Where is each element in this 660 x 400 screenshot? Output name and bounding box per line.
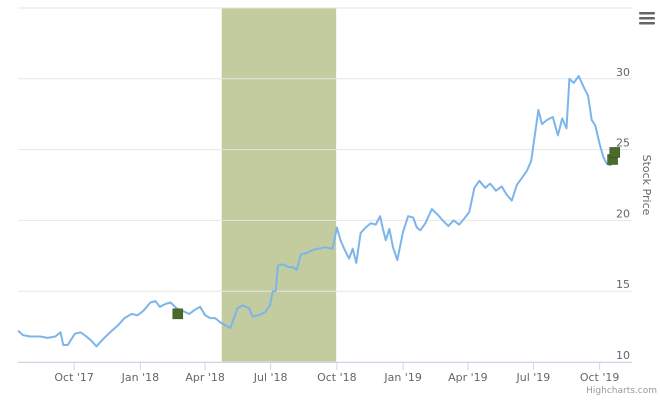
flag-marker[interactable] xyxy=(172,308,184,320)
plot-band xyxy=(221,8,337,362)
x-tick-label: Jul '18 xyxy=(253,371,288,384)
x-tick-label: Oct '17 xyxy=(54,371,94,384)
y-tick-label: 20 xyxy=(616,207,630,220)
y-tick-label: 10 xyxy=(616,349,630,362)
y-tick-label: 30 xyxy=(616,66,630,79)
y-axis-title: Stock Price xyxy=(640,155,653,216)
y-axis: 10 15 20 25 30 xyxy=(616,66,630,362)
x-tick-label: Oct '19 xyxy=(580,371,620,384)
series-layer xyxy=(17,75,616,348)
x-tick-label: Apr '18 xyxy=(185,371,225,384)
credits-link[interactable]: Highcharts.com xyxy=(586,386,657,396)
x-tick-label: Jan '19 xyxy=(383,371,421,384)
x-tick-label: Oct '18 xyxy=(317,371,357,384)
x-tick-label: Apr '19 xyxy=(448,371,488,384)
x-tick-label: Jul '19 xyxy=(515,371,550,384)
x-axis: Oct '17 Jan '18 Apr '18 Jul '18 Oct '18 Jan '… xyxy=(18,362,632,384)
y-tick-label: 25 xyxy=(616,137,630,150)
hamburger-icon[interactable] xyxy=(630,8,655,30)
marker-layer xyxy=(172,147,620,320)
flag-marker[interactable] xyxy=(609,147,620,158)
x-tick-label: Jan '18 xyxy=(121,371,159,384)
plot-band-layer xyxy=(221,8,337,362)
series-line[interactable] xyxy=(17,75,616,348)
y-tick-label: 15 xyxy=(616,278,630,291)
